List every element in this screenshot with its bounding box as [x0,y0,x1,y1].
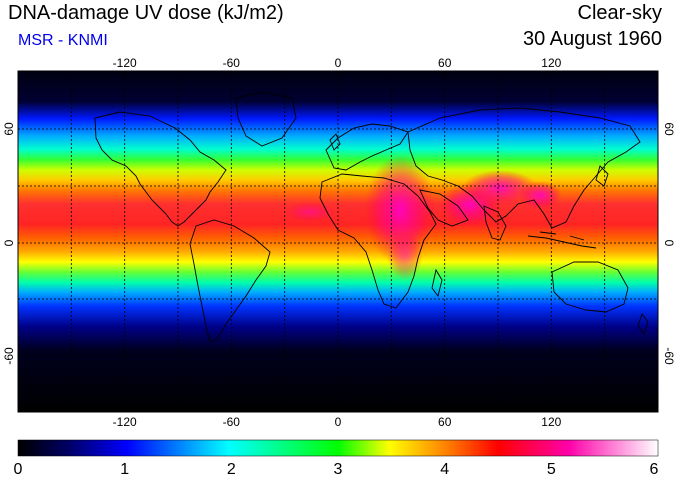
lon-label-bottom: 60 [438,415,452,429]
colorbar-label: 5 [547,461,556,478]
colorbar-label: 0 [14,461,23,478]
colorbar-label: 6 [650,461,659,478]
lat-labels-left: 60 0 -60 [2,122,16,365]
colorbar [17,439,659,457]
coastline-asia [407,107,641,229]
hotspot-pacific [284,202,336,222]
colorbar-label: 4 [440,461,449,478]
lon-label-top: 0 [335,56,342,70]
lon-label-top: -60 [223,56,241,70]
lon-label-bottom: -120 [113,415,137,429]
lon-label-bottom: 120 [541,415,561,429]
colorbar-labels: 0 1 2 3 4 5 6 [14,461,659,478]
coastline-greenland [235,91,297,147]
lat-label-left: 60 [2,122,16,136]
lon-label-top: 120 [541,56,561,70]
coastline-madagascar [431,268,443,298]
lon-label-top: 60 [438,56,452,70]
coastline-indonesia [527,231,597,249]
frame-ticks [124,71,552,76]
lon-label-bottom: -60 [223,415,241,429]
lat-label-left: 0 [2,239,16,246]
graticule [18,71,658,412]
lon-label-bottom: 0 [335,415,342,429]
coastline-new-zealand [637,313,649,335]
hotspot-east-africa [387,230,423,280]
lat-labels-right: 60 0 -60 [662,122,676,365]
map-title: DNA-damage UV dose (kJ/m2) [8,2,284,24]
map-date: 30 August 1960 [522,28,662,50]
colorbar-label: 2 [227,461,236,478]
lon-label-top: -120 [113,56,137,70]
lat-label-right: -60 [662,347,676,365]
coastline-australia [551,261,629,313]
coastline-arabia [419,189,469,227]
lon-labels-bottom: -120 -60 0 60 120 [113,415,562,429]
coastline-europe [325,123,409,171]
coastline-africa [319,173,437,309]
hotspot-himalaya [518,181,562,209]
coastline-uk [329,133,341,151]
lon-labels-top: -120 -60 0 60 120 [113,56,562,70]
lat-label-right: 0 [662,240,676,247]
colorbar-label: 3 [334,461,343,478]
colorbar-label: 1 [120,461,129,478]
lat-label-left: -60 [2,347,16,365]
sky-condition: Clear-sky [577,2,662,24]
map-source: MSR - KNMI [18,32,108,49]
coastline-north-america [94,111,227,227]
lat-label-right: 60 [662,122,676,136]
